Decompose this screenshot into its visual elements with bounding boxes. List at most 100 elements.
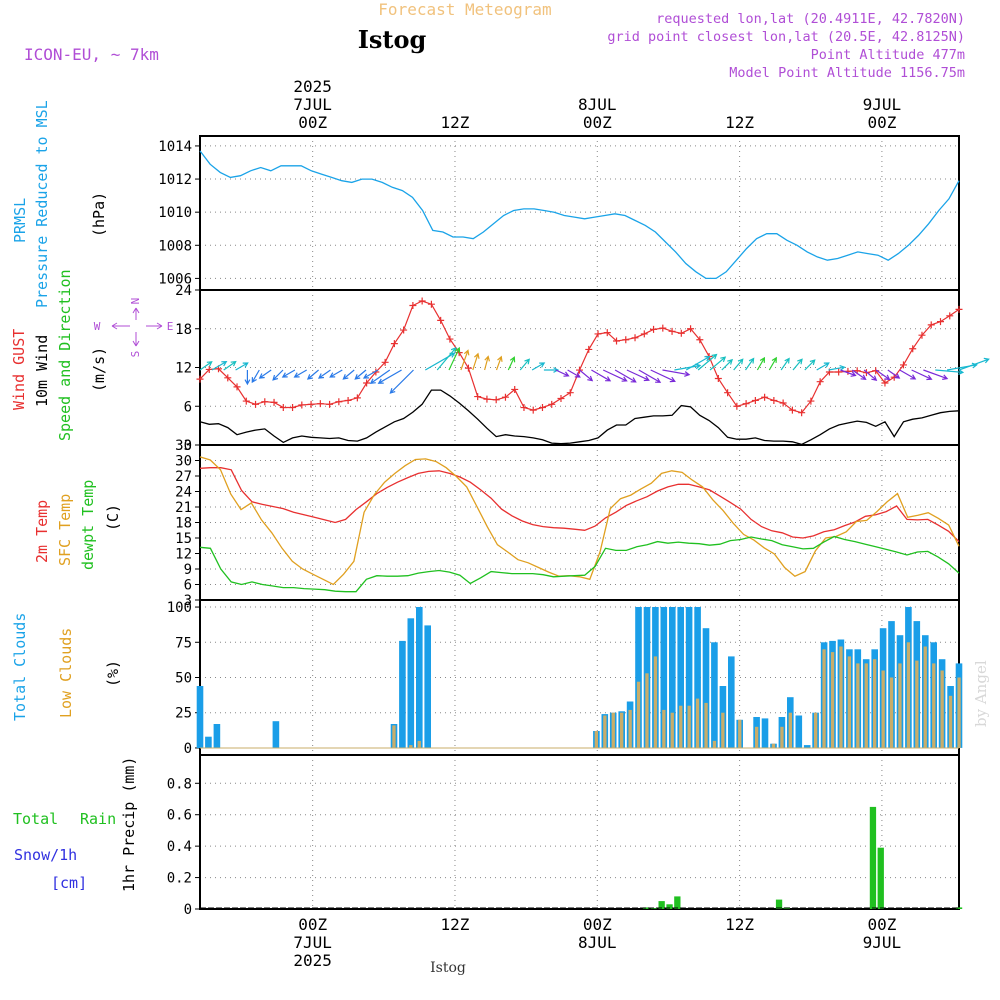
pressure-line — [199, 150, 960, 280]
gust-marker — [816, 378, 824, 386]
wind-direction-arrow — [602, 369, 628, 382]
low-cloud-bar — [932, 663, 936, 748]
wind-direction-arrow — [507, 356, 516, 371]
temp-label-dew: dewpt Temp — [79, 480, 97, 570]
gust-marker — [594, 330, 602, 338]
gust-marker — [761, 393, 769, 401]
gust-marker — [474, 393, 482, 401]
wind-direction-arrow — [958, 357, 990, 371]
wind-direction-arrow — [911, 369, 933, 381]
wind-direction-arrow — [804, 359, 816, 371]
wind-direction-arrow — [354, 369, 367, 380]
total-cloud-bar — [272, 721, 280, 748]
gust-marker — [298, 401, 306, 409]
gust-marker — [224, 374, 232, 382]
model-label: ICON-EU, ~ 7km — [24, 45, 159, 64]
gust-marker — [798, 409, 806, 417]
low-cloud-bar — [906, 642, 911, 748]
wind-direction-arrow — [567, 369, 581, 378]
precip-ytick-label: 0 — [184, 902, 192, 918]
wind-direction-arrow — [555, 369, 570, 377]
wind-direction-arrow — [448, 346, 461, 371]
wind-direction-arrow — [272, 369, 284, 381]
precip-unit: 1hr Precip (mm) — [120, 757, 138, 892]
gust-marker — [613, 337, 621, 345]
gust-marker — [770, 396, 778, 404]
bottom-time-label: 00Z — [867, 915, 896, 934]
low-cloud-bar — [704, 702, 708, 748]
wind-direction-arrow — [460, 349, 470, 371]
product-title: Forecast Meteogram — [378, 0, 551, 19]
wind-direction-arrow — [662, 369, 691, 377]
gust-marker — [233, 383, 241, 391]
t2m-line — [199, 467, 960, 543]
total-cloud-bar — [213, 724, 221, 748]
gust-marker — [807, 397, 815, 405]
low-cloud-bar — [923, 646, 927, 748]
gust-marker — [946, 312, 954, 320]
low-cloud-bar — [940, 670, 944, 748]
low-cloud-bar — [780, 726, 784, 748]
wind-direction-arrow — [244, 370, 251, 386]
gust-marker — [242, 397, 250, 405]
wind-direction-arrow — [293, 369, 308, 378]
gust-marker — [335, 398, 343, 406]
gust-marker — [196, 375, 204, 383]
gust-marker — [270, 398, 278, 406]
gust-marker — [899, 361, 907, 369]
clouds-ytick-label: 100 — [167, 600, 192, 616]
station-title: Istog — [358, 25, 427, 54]
wind-direction-arrow — [543, 367, 560, 373]
low-cloud-bar — [822, 649, 826, 748]
gust-marker — [677, 329, 685, 337]
temp-ytick-label: 27 — [175, 469, 192, 485]
top-time-label: 12Z — [725, 113, 754, 132]
pressure-ytick-label: 1008 — [158, 238, 192, 254]
total-cloud-bar — [407, 618, 415, 748]
wind-direction-arrow — [935, 369, 965, 375]
compass-n: N — [129, 298, 142, 305]
wind-ytick-label: 12 — [175, 361, 192, 377]
clouds-ytick-label: 75 — [175, 635, 192, 651]
gust-marker — [427, 300, 435, 308]
wind-direction-arrow — [780, 357, 790, 371]
gust-marker — [464, 364, 472, 372]
top-time-label: 12Z — [441, 113, 470, 132]
gust-marker — [529, 406, 537, 414]
bottom-time-label: 00Z — [583, 915, 612, 934]
dewpoint-line — [199, 535, 960, 593]
low-cloud-bar — [653, 656, 658, 748]
wind-direction-arrow — [362, 369, 379, 379]
gust-marker — [520, 404, 528, 412]
gust-marker — [511, 385, 519, 393]
low-cloud-bar — [915, 660, 919, 748]
wind-direction-arrow — [816, 362, 830, 371]
gust-marker — [779, 399, 787, 407]
wind-direction-arrow — [223, 360, 237, 371]
footer-station: Istog — [430, 960, 466, 976]
low-cloud-bar — [957, 677, 961, 748]
low-cloud-bar — [830, 652, 835, 748]
gust-marker — [835, 368, 843, 376]
wind-label-dir: Speed and Direction — [56, 269, 74, 441]
total-cloud-bar — [685, 607, 693, 748]
pressure-label-prmsl: PRMSL — [11, 198, 29, 243]
low-cloud-bar — [409, 745, 413, 748]
pressure-ytick-label: 1014 — [158, 139, 192, 155]
top-time-label: 00Z — [298, 113, 327, 132]
low-cloud-bar — [881, 670, 885, 748]
low-cloud-bar — [670, 712, 674, 748]
gust-marker — [668, 327, 676, 335]
grid-point-coords: grid point closest lon,lat (20.5E, 42.81… — [607, 29, 965, 45]
precip-label-rain: Rain — [80, 810, 116, 828]
wind-direction-arrow — [614, 369, 637, 383]
compass-s: S — [129, 351, 142, 358]
wind-direction-arrow — [745, 357, 755, 371]
wind-direction-arrow — [697, 353, 718, 371]
low-cloud-bar — [755, 726, 759, 748]
watermark: by Angel — [972, 660, 990, 727]
